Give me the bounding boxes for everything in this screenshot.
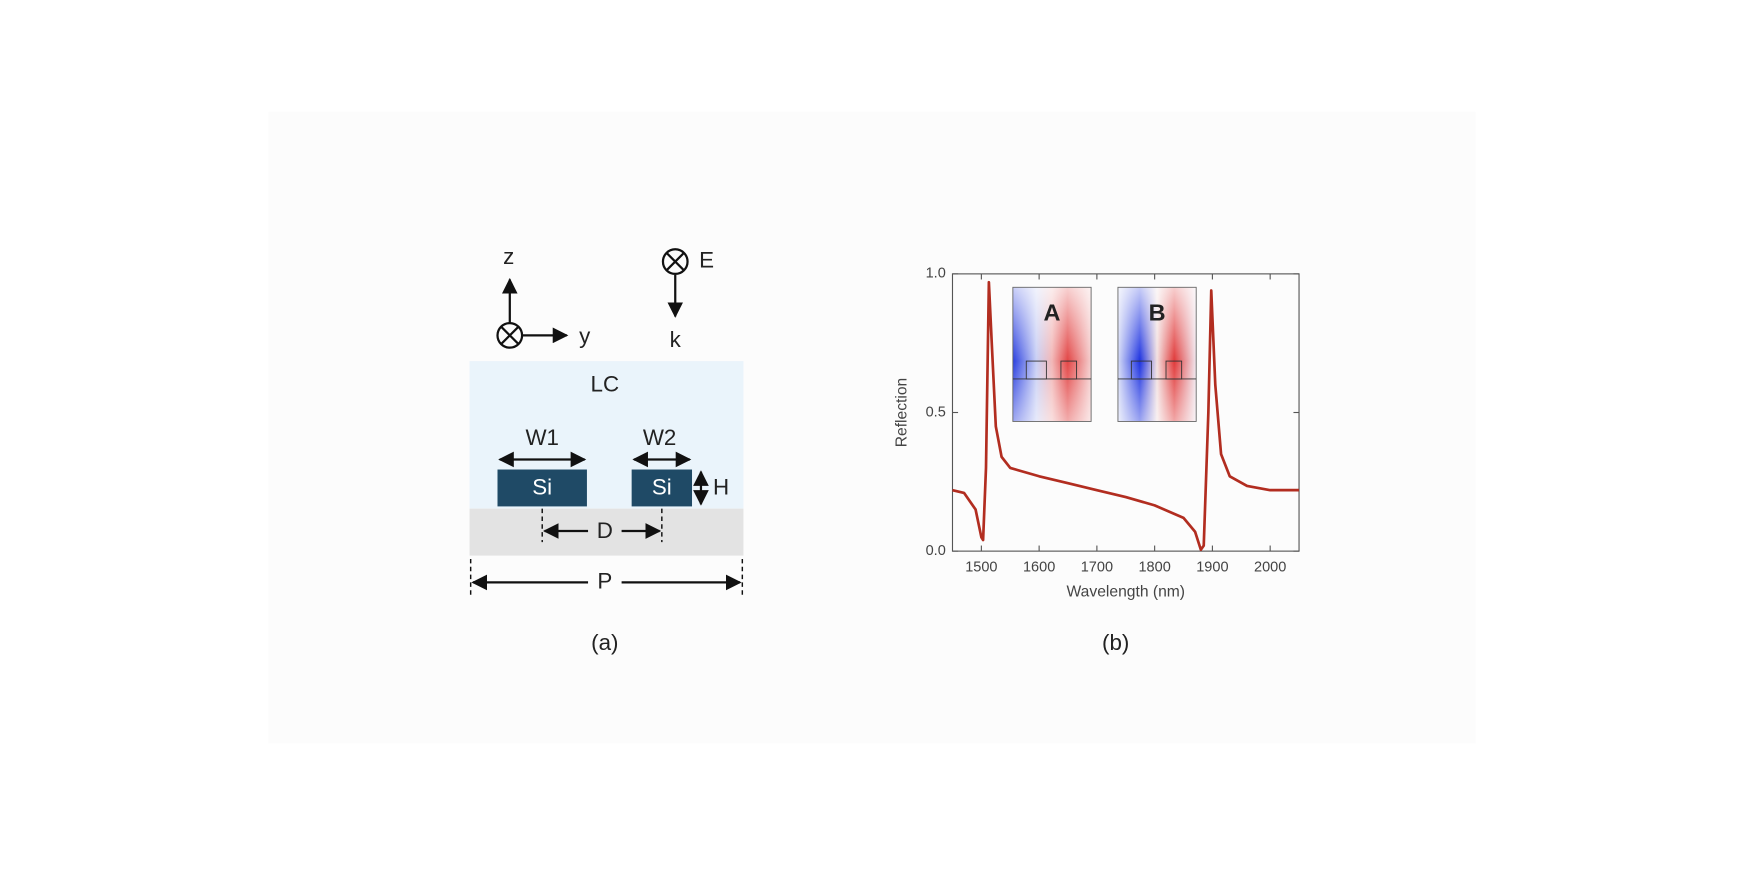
inset-label: A bbox=[1044, 299, 1061, 325]
label: Si bbox=[532, 474, 552, 499]
label: y bbox=[579, 324, 591, 349]
label: D bbox=[597, 518, 613, 543]
y-tick-label: 0.0 bbox=[926, 543, 946, 559]
label: W2 bbox=[643, 425, 677, 450]
e-symbol bbox=[661, 248, 689, 276]
label: k bbox=[670, 327, 682, 352]
inset-a bbox=[1012, 286, 1092, 422]
figure-background bbox=[268, 111, 1476, 744]
diagram-a: z y E k LC W1 W2 H D P Si Si (a) bbox=[469, 244, 744, 655]
label: P bbox=[597, 568, 612, 593]
x-tick-label: 2000 bbox=[1254, 560, 1286, 576]
y-tick-label: 1.0 bbox=[926, 266, 946, 282]
inset-b bbox=[1117, 286, 1197, 422]
substrate bbox=[469, 508, 744, 556]
x-tick-label: 1900 bbox=[1196, 560, 1228, 576]
caption: (b) bbox=[1102, 630, 1129, 655]
e-cross bbox=[665, 251, 685, 272]
inset-label: B bbox=[1149, 299, 1166, 325]
label: Si bbox=[652, 474, 672, 499]
label: H bbox=[713, 474, 729, 499]
label: W1 bbox=[525, 425, 559, 450]
label: z bbox=[503, 244, 514, 269]
y-axis-title: Reflection bbox=[893, 378, 910, 448]
x-axis-symbol bbox=[496, 321, 524, 349]
y-tick-label: 0.5 bbox=[926, 404, 946, 420]
x-tick-label: 1800 bbox=[1138, 560, 1170, 576]
x-axis-cross bbox=[500, 325, 520, 346]
label: E bbox=[699, 247, 714, 272]
x-tick-label: 1500 bbox=[965, 560, 997, 576]
chart-b: A B Wavelength (nm) Reflection (b) 1500 1… bbox=[893, 266, 1300, 655]
x-tick-label: 1700 bbox=[1081, 560, 1113, 576]
caption: (a) bbox=[591, 630, 618, 655]
x-tick-label: 1600 bbox=[1023, 560, 1055, 576]
reflection-line bbox=[952, 280, 1300, 552]
si-block bbox=[497, 469, 587, 507]
x-axis-title: Wavelength (nm) bbox=[1067, 584, 1186, 601]
si-block bbox=[631, 469, 693, 507]
label: LC bbox=[591, 372, 620, 397]
